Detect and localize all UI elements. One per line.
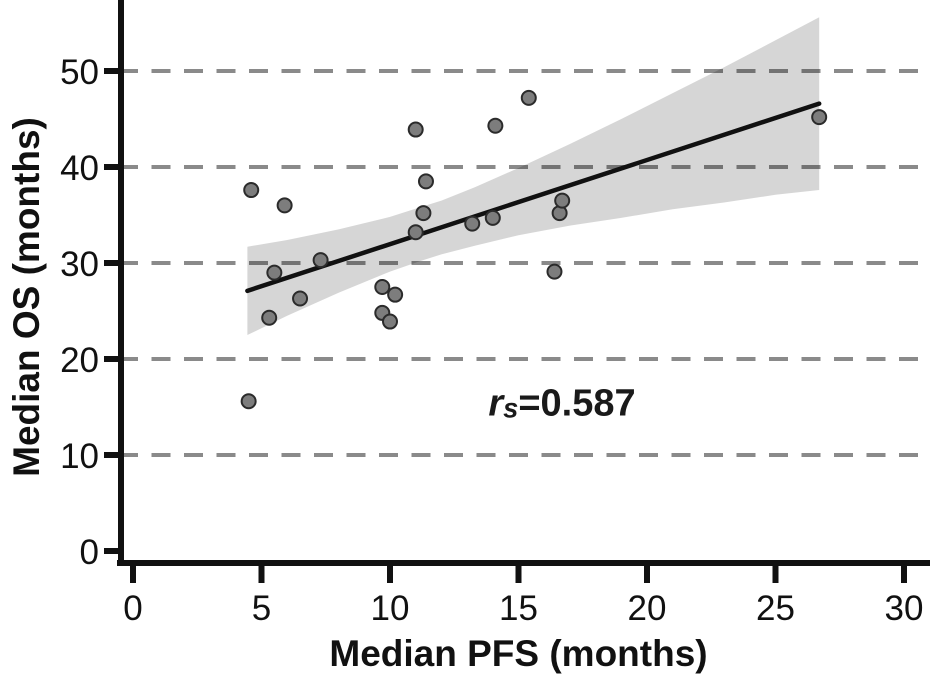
y-tick-label: 20	[60, 341, 99, 380]
correlation-symbol: r	[488, 382, 504, 425]
correlation-subscript: s	[503, 392, 519, 424]
y-tick-label: 30	[60, 245, 99, 284]
data-point	[382, 313, 398, 330]
data-point	[276, 197, 293, 214]
data-point	[240, 393, 257, 410]
data-point	[387, 286, 404, 303]
data-point	[415, 205, 432, 222]
data-point	[811, 109, 828, 126]
x-tick-label: 0	[123, 589, 142, 628]
x-tick-label: 25	[756, 589, 795, 628]
data-point	[407, 121, 424, 138]
x-tick-label: 5	[252, 589, 271, 628]
data-point	[484, 209, 501, 226]
data-point	[292, 290, 309, 307]
correlation-annotation: rs=0.587	[488, 383, 635, 426]
x-tick-label: 10	[371, 589, 410, 628]
data-point	[266, 264, 283, 281]
data-point	[261, 309, 278, 326]
data-point	[312, 252, 329, 269]
y-tick-label: 0	[80, 533, 99, 572]
y-tick-label: 40	[60, 149, 99, 188]
data-point	[243, 182, 260, 199]
data-point	[546, 263, 563, 280]
data-point	[487, 117, 504, 134]
data-point	[407, 224, 424, 241]
x-tick-label: 30	[885, 589, 924, 628]
data-point	[417, 173, 434, 190]
x-axis-title: Median PFS (months)	[329, 633, 708, 674]
y-tick-label: 10	[60, 437, 99, 476]
x-tick-label: 15	[499, 589, 538, 628]
correlation-value: =0.587	[518, 382, 636, 425]
data-point	[554, 192, 571, 209]
data-point	[464, 215, 481, 232]
data-point	[520, 89, 537, 106]
y-axis-title: Median OS (months)	[6, 117, 47, 477]
x-tick-label: 20	[628, 589, 667, 628]
regression-line	[245, 101, 822, 294]
y-tick-label: 50	[60, 53, 99, 92]
data-point	[374, 279, 391, 295]
confidence-band	[247, 17, 820, 335]
